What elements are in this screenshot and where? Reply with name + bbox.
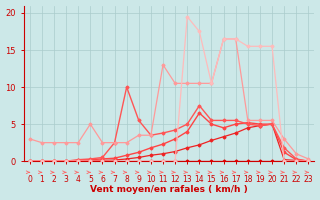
X-axis label: Vent moyen/en rafales ( km/h ): Vent moyen/en rafales ( km/h ) — [90, 185, 248, 194]
